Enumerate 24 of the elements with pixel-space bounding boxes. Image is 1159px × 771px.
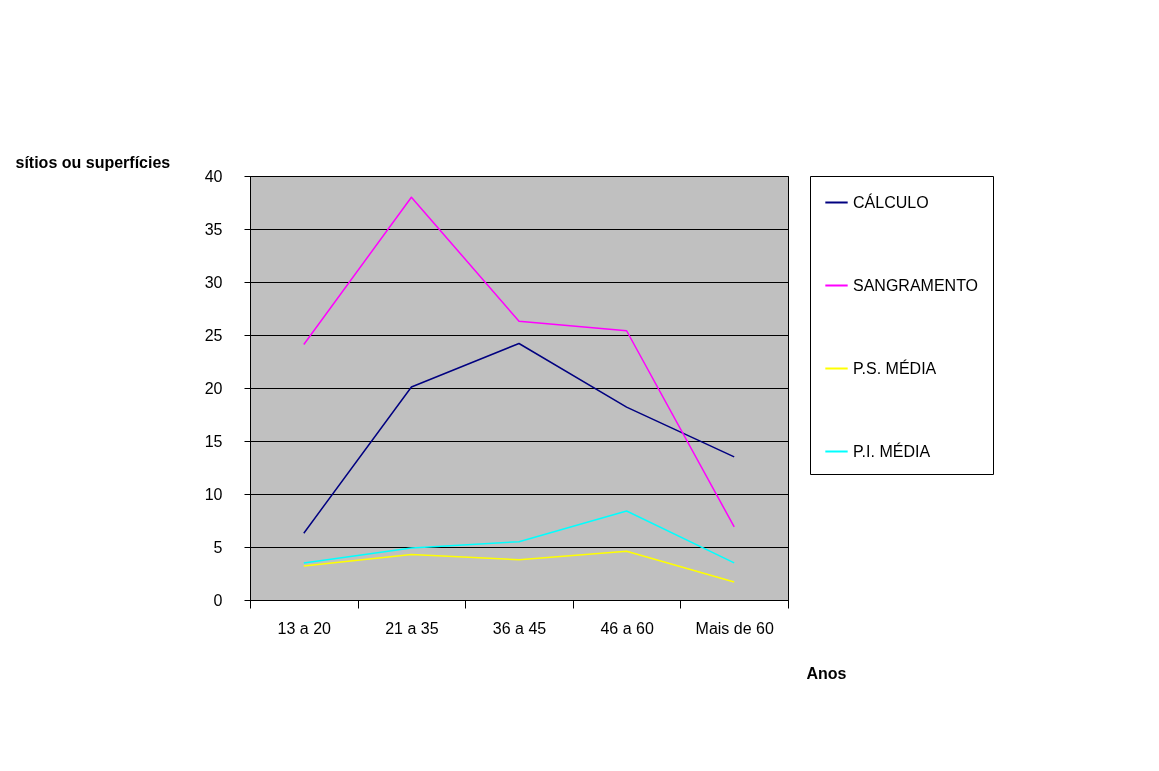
line-series xyxy=(303,196,735,528)
x-tick-label: 21 a 35 xyxy=(385,619,439,637)
y-tick-label: 30 xyxy=(204,273,223,291)
legend-label: P.I. MÉDIA xyxy=(853,441,931,460)
y-tick-label: 25 xyxy=(204,326,223,344)
x-tick-label: Mais de 60 xyxy=(695,619,774,637)
y-tick-label: 20 xyxy=(204,379,223,397)
x-tick-label: 13 a 20 xyxy=(277,619,332,637)
line-series xyxy=(303,342,735,534)
x-axis-title: Anos xyxy=(806,664,847,682)
x-tick-label: 46 a 60 xyxy=(600,619,654,637)
line-series xyxy=(303,550,735,583)
y-tick-label: 40 xyxy=(204,167,223,185)
y-tick-label: 10 xyxy=(204,485,223,503)
legend-label: P.S. MÉDIA xyxy=(853,358,937,377)
y-tick-label: 5 xyxy=(213,538,223,556)
y-axis-title: sítios ou superfícies xyxy=(15,153,171,171)
line-series xyxy=(303,510,735,564)
y-tick-label: 35 xyxy=(204,220,223,238)
y-tick-label: 15 xyxy=(204,432,223,450)
legend-label: SANGRAMENTO xyxy=(853,276,979,294)
legend-label: CÁLCULO xyxy=(853,192,929,211)
x-tick-label: 36 a 45 xyxy=(492,619,547,637)
y-tick-label: 0 xyxy=(213,591,223,609)
